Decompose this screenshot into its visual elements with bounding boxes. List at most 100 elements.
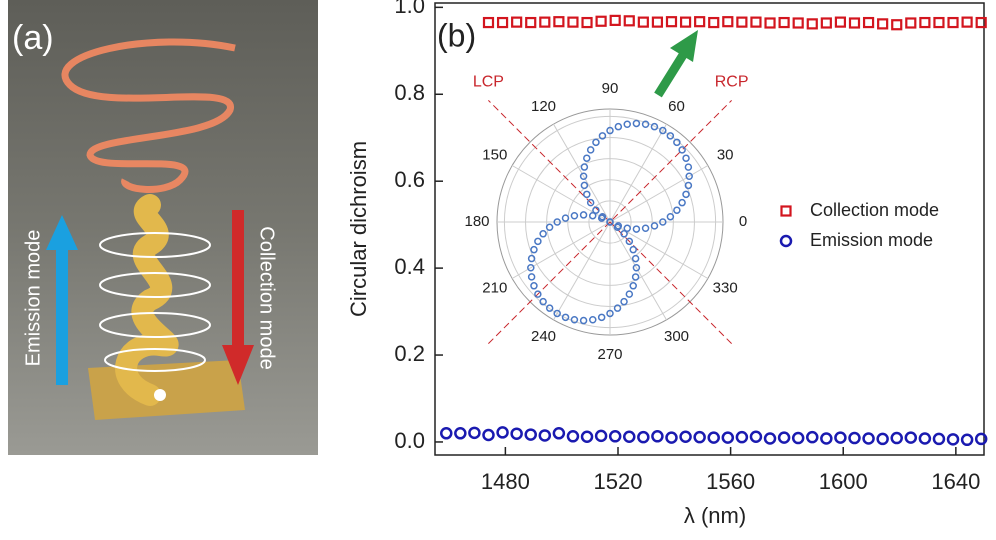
polar-marker xyxy=(579,316,588,325)
marker xyxy=(905,17,917,29)
emission-arrowhead xyxy=(46,215,78,250)
marker xyxy=(750,16,762,28)
theta-tick-label: 300 xyxy=(664,328,689,345)
polar-marker xyxy=(606,126,614,135)
marker xyxy=(933,16,945,29)
marker xyxy=(960,433,974,447)
marker xyxy=(777,431,791,444)
polar-marker xyxy=(539,297,547,306)
x-tick-label: 1480 xyxy=(481,469,530,494)
polar-marker xyxy=(614,222,623,230)
legend-label: Collection mode xyxy=(810,200,939,220)
polar-marker xyxy=(641,224,650,233)
polar-marker xyxy=(530,245,538,254)
polar-marker xyxy=(614,122,623,131)
polar-marker xyxy=(592,206,600,214)
marker xyxy=(482,428,495,442)
polar-marker xyxy=(659,218,667,226)
polar-marker xyxy=(597,313,606,322)
polar-marker xyxy=(589,316,597,324)
y-tick-label: 0.8 xyxy=(394,80,425,105)
marker xyxy=(679,430,692,443)
theta-tick-label: 90 xyxy=(602,80,619,97)
marker xyxy=(806,430,819,444)
marker xyxy=(778,16,790,29)
marker xyxy=(454,427,467,440)
polar-marker xyxy=(583,190,591,199)
marker xyxy=(792,17,804,29)
marker xyxy=(820,17,832,29)
marker xyxy=(722,16,734,28)
polar-marker xyxy=(659,126,667,135)
theta-tick-label: 210 xyxy=(482,279,507,296)
polar-marker xyxy=(678,146,686,154)
marker xyxy=(919,16,931,29)
y-tick-label: 0.0 xyxy=(394,428,425,453)
marker xyxy=(947,16,959,29)
theta-tick-label: 270 xyxy=(597,346,622,363)
y-tick-label: 0.2 xyxy=(394,341,425,366)
marker xyxy=(482,16,495,29)
marker xyxy=(891,19,903,31)
y-tick-label: 1.0 xyxy=(394,0,425,18)
marker xyxy=(665,16,678,28)
marker xyxy=(735,430,749,444)
marker xyxy=(468,426,481,440)
panel-label: (b) xyxy=(437,17,476,53)
collection-label: Collection mode xyxy=(256,226,278,369)
marker xyxy=(848,17,861,29)
marker xyxy=(876,432,889,446)
polar-grid-spoke xyxy=(609,123,667,223)
marker xyxy=(595,15,607,27)
marker xyxy=(975,16,987,29)
polar-marker xyxy=(597,214,606,222)
theta-tick-label: 240 xyxy=(531,328,556,345)
marker xyxy=(623,15,635,27)
marker xyxy=(651,430,664,443)
polar-marker xyxy=(666,132,675,140)
polar-marker xyxy=(650,122,659,131)
polar-marker xyxy=(631,254,640,263)
marker xyxy=(609,14,621,26)
marker xyxy=(581,16,593,29)
polar-marker xyxy=(673,206,681,214)
polar-marker xyxy=(553,218,561,226)
polar-marker xyxy=(684,181,693,190)
polar-marker xyxy=(650,222,659,230)
marker xyxy=(862,16,875,29)
polar-marker xyxy=(632,263,641,272)
theta-tick-label: 30 xyxy=(717,146,734,163)
polarization-label: LCP xyxy=(473,74,504,91)
marker xyxy=(946,433,960,446)
marker xyxy=(440,427,453,440)
polar-marker xyxy=(629,282,637,290)
polar-marker xyxy=(623,224,632,233)
marker xyxy=(525,16,537,29)
polar-marker xyxy=(545,223,554,232)
plot-frame xyxy=(434,2,985,456)
x-tick-label: 1560 xyxy=(706,469,755,494)
marker xyxy=(580,430,594,443)
polar-marker xyxy=(606,218,614,226)
polar-marker xyxy=(613,304,622,312)
marker xyxy=(721,431,735,444)
x-axis-title: λ (nm) xyxy=(684,503,746,528)
polar-marker xyxy=(579,172,588,181)
polar-marker xyxy=(684,163,693,171)
polar-marker xyxy=(561,214,570,222)
theta-tick-label: 0 xyxy=(739,213,747,230)
marker xyxy=(848,431,861,445)
polar-marker xyxy=(620,230,628,238)
x-tick-label: 1600 xyxy=(819,469,868,494)
x-tick-label: 1640 xyxy=(931,469,980,494)
marker xyxy=(608,430,622,443)
polar-marker xyxy=(586,146,595,154)
polar-marker xyxy=(545,304,554,312)
polar-marker xyxy=(592,138,600,147)
y-tick-label: 0.4 xyxy=(394,254,425,279)
marker xyxy=(932,432,946,446)
theta-tick-label: 180 xyxy=(464,213,489,230)
marker xyxy=(567,16,579,28)
marker xyxy=(637,16,649,28)
